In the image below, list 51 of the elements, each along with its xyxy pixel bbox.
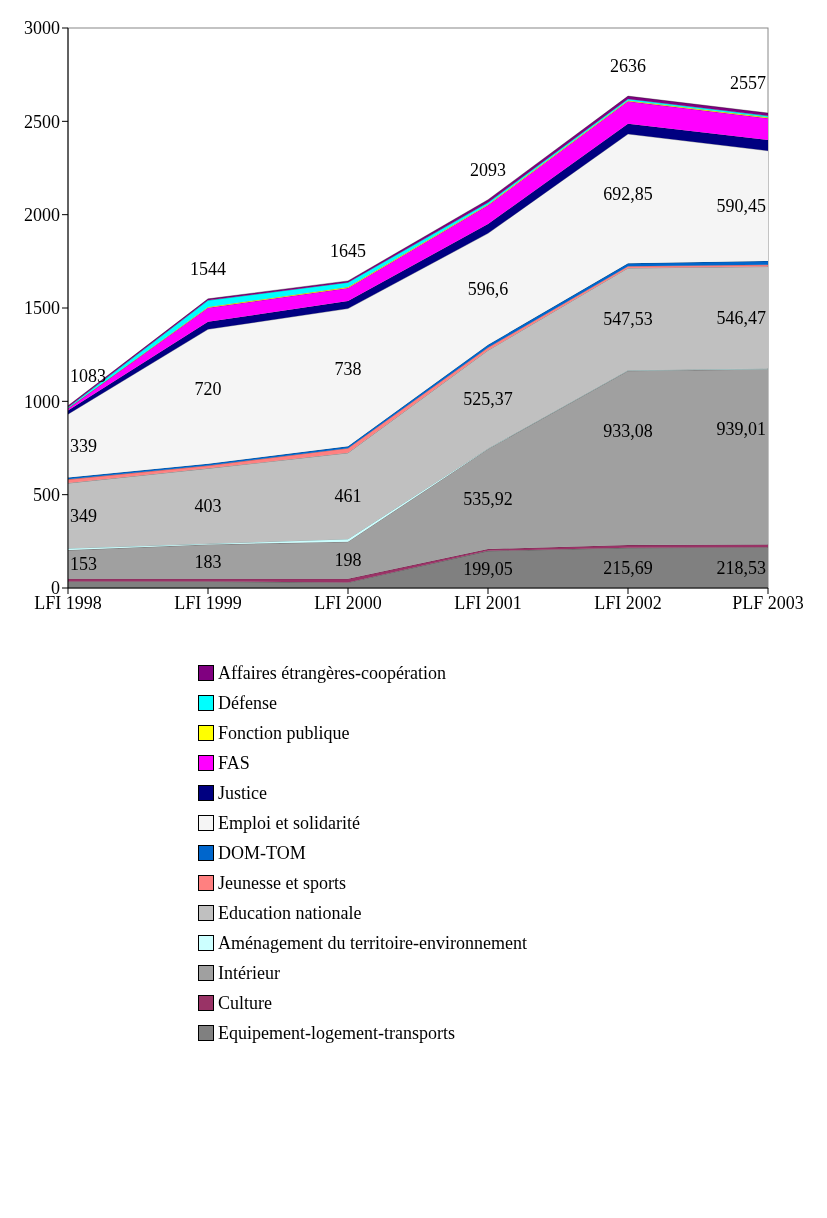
y-tick-label: 1500 — [24, 298, 60, 319]
y-tick-label: 2000 — [24, 205, 60, 226]
y-tick-label: 2500 — [24, 111, 60, 132]
data-label: 153 — [70, 554, 97, 575]
data-label: 933,08 — [603, 420, 653, 441]
y-tick-label: 500 — [33, 485, 60, 506]
x-tick-label: LFI 2001 — [454, 592, 522, 613]
data-label: 720 — [194, 379, 222, 400]
legend-label: DOM-TOM — [218, 842, 306, 864]
data-label: 403 — [194, 495, 222, 516]
legend-label: Equipement-logement-transports — [218, 1022, 455, 1044]
x-tick-label: PLF 2003 — [732, 592, 804, 613]
legend-label: Education nationale — [218, 902, 362, 924]
data-label: 535,92 — [463, 488, 513, 509]
annotation: 1645 — [330, 240, 366, 261]
data-label: 461 — [334, 485, 362, 506]
y-tick-label: 3000 — [24, 18, 60, 39]
legend-label: Fonction publique — [218, 722, 350, 744]
annotation: 2093 — [470, 159, 506, 180]
data-label: 183 — [194, 551, 222, 572]
legend-label: Défense — [218, 692, 277, 714]
x-tick-label: LFI 2000 — [314, 592, 382, 613]
legend-label: Aménagement du territoire-environnement — [218, 932, 527, 954]
legend-label: Jeunesse et sports — [218, 872, 346, 894]
data-label: 692,85 — [603, 184, 653, 204]
data-label: 596,6 — [467, 279, 509, 300]
legend-label: FAS — [218, 752, 250, 774]
data-label: 547,53 — [603, 309, 653, 330]
y-tick-label: 1000 — [24, 391, 60, 412]
annotation: 2636 — [610, 56, 646, 77]
data-label: 339 — [70, 435, 97, 456]
data-label: 525,37 — [463, 389, 513, 410]
x-tick-label: LFI 1999 — [174, 592, 242, 613]
data-label: 546,47 — [716, 307, 766, 328]
annotation: 2557 — [730, 73, 766, 94]
legend-label: Culture — [218, 992, 272, 1014]
legend-label: Emploi et solidarité — [218, 812, 360, 834]
annotation: 1083 — [70, 365, 106, 386]
data-label: 738 — [334, 358, 362, 379]
data-label: 590,45 — [716, 195, 766, 216]
x-tick-label: LFI 2002 — [594, 592, 662, 613]
legend-label: Intérieur — [218, 962, 280, 984]
legend-label: Justice — [218, 782, 267, 804]
data-label: 218,53 — [716, 557, 766, 578]
data-label: 349 — [70, 505, 97, 526]
data-label: 215,69 — [603, 557, 653, 578]
data-label: 939,01 — [716, 419, 766, 440]
legend-label: Affaires étrangères-coopération — [218, 662, 447, 684]
data-label: 199,05 — [463, 559, 513, 580]
data-label: 198 — [334, 550, 362, 571]
annotation: 1544 — [190, 258, 226, 279]
